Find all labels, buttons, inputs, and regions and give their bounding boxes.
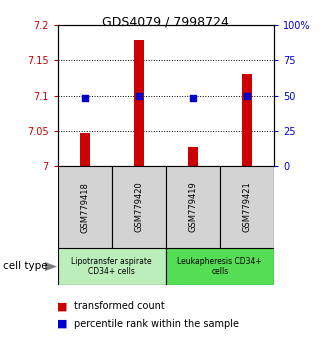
Bar bbox=[242, 74, 252, 166]
Polygon shape bbox=[45, 262, 57, 271]
Text: Lipotransfer aspirate
CD34+ cells: Lipotransfer aspirate CD34+ cells bbox=[72, 257, 152, 276]
Text: ■: ■ bbox=[57, 319, 68, 329]
Point bbox=[82, 96, 87, 101]
Bar bbox=[80, 133, 90, 166]
Text: ■: ■ bbox=[57, 301, 68, 311]
Text: GSM779419: GSM779419 bbox=[188, 182, 197, 233]
Text: Leukapheresis CD34+
cells: Leukapheresis CD34+ cells bbox=[178, 257, 262, 276]
Bar bbox=[134, 40, 144, 166]
Point bbox=[136, 93, 142, 98]
Text: GSM779421: GSM779421 bbox=[242, 182, 251, 233]
Bar bbox=[58, 248, 166, 285]
Text: cell type: cell type bbox=[3, 261, 48, 271]
Point bbox=[244, 93, 249, 98]
Text: GSM779420: GSM779420 bbox=[134, 182, 143, 233]
Bar bbox=[220, 166, 274, 248]
Bar bbox=[112, 166, 166, 248]
Bar bbox=[188, 147, 198, 166]
Bar bbox=[166, 248, 274, 285]
Bar bbox=[166, 166, 220, 248]
Text: percentile rank within the sample: percentile rank within the sample bbox=[74, 319, 239, 329]
Text: GDS4079 / 7998724: GDS4079 / 7998724 bbox=[102, 16, 228, 29]
Text: GSM779418: GSM779418 bbox=[80, 182, 89, 233]
Point bbox=[190, 96, 195, 101]
Bar bbox=[58, 166, 112, 248]
Text: transformed count: transformed count bbox=[74, 301, 165, 311]
